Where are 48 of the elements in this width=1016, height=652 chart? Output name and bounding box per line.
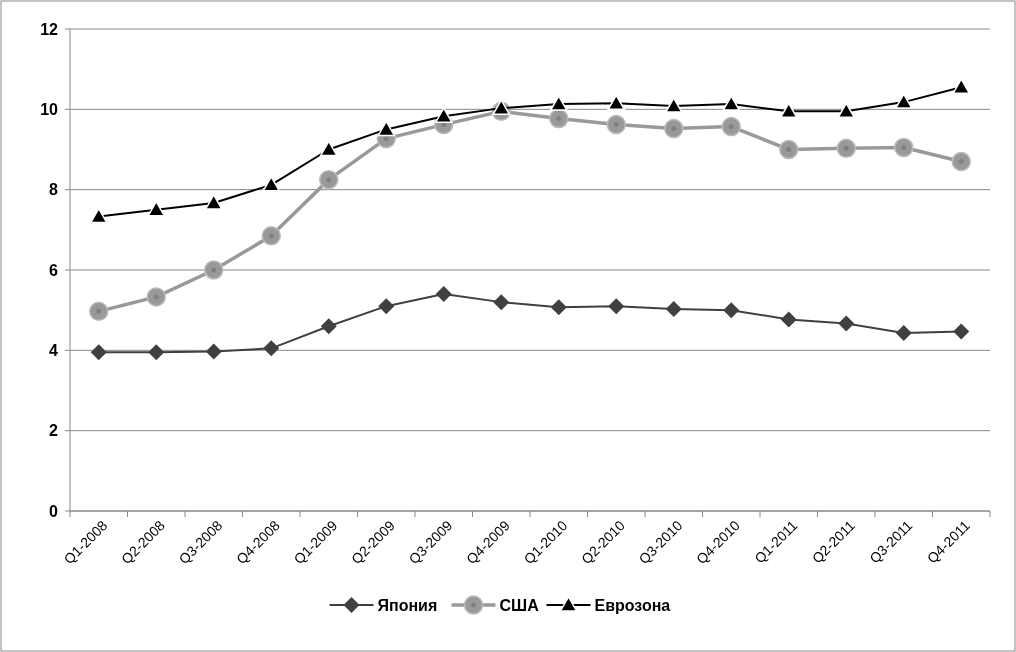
y-tick-label: 0 [49, 502, 59, 520]
y-tick-label: 8 [49, 181, 59, 199]
point [836, 138, 856, 159]
point [204, 260, 224, 280]
point [435, 286, 452, 303]
point [550, 299, 567, 316]
legend-label: США [499, 596, 540, 614]
point [895, 93, 913, 109]
y-tick-label: 10 [40, 100, 59, 118]
y-tick-label: 6 [49, 261, 59, 279]
point [723, 302, 740, 319]
point [664, 118, 684, 139]
legend-label: Еврозона [594, 596, 671, 614]
point [261, 226, 281, 246]
point [608, 298, 625, 315]
point [951, 151, 971, 172]
point [320, 318, 337, 335]
point [492, 99, 510, 115]
point [952, 78, 970, 94]
point [722, 95, 740, 111]
point [780, 311, 797, 328]
point [435, 107, 453, 123]
point [665, 97, 683, 113]
point [895, 325, 912, 342]
point [89, 301, 109, 322]
point [147, 201, 165, 217]
point [838, 315, 855, 332]
point [550, 95, 568, 111]
point [493, 294, 510, 311]
y-tick-label: 2 [49, 422, 59, 440]
point [146, 287, 166, 307]
point [721, 116, 741, 137]
point [205, 194, 223, 210]
point [262, 176, 280, 192]
point [319, 169, 339, 190]
point [779, 139, 799, 160]
point [953, 323, 970, 340]
point [894, 137, 914, 158]
legend-label: Япония [377, 596, 438, 614]
point [148, 344, 165, 361]
point [90, 344, 107, 361]
y-tick-label: 4 [49, 341, 59, 359]
point [606, 114, 626, 135]
point [665, 300, 682, 317]
point [205, 343, 222, 360]
y-tick-label: 12 [40, 20, 59, 38]
point [378, 298, 395, 315]
point [263, 340, 280, 357]
